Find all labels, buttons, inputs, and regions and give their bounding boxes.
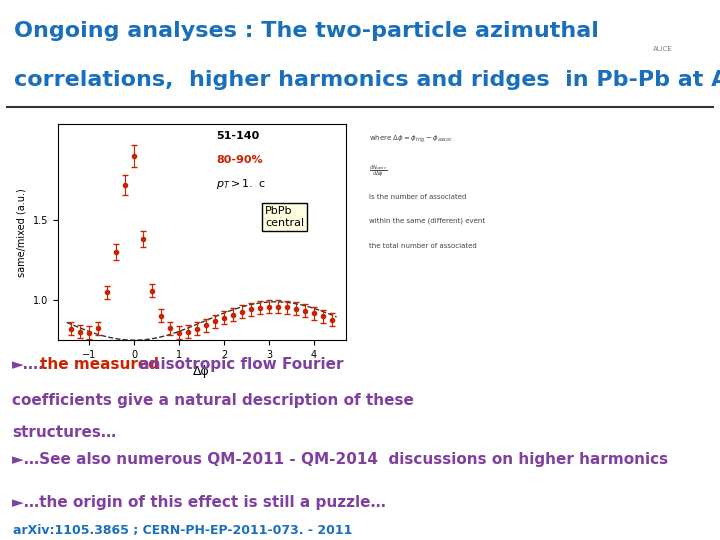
Text: ►…the origin of this effect is still a puzzle…: ►…the origin of this effect is still a p… xyxy=(12,495,386,510)
Text: arXiv:1105.3865 ; CERN-PH-EP-2011-073. - 2011: arXiv:1105.3865 ; CERN-PH-EP-2011-073. -… xyxy=(13,524,352,537)
Text: coefficients give a natural description of these: coefficients give a natural description … xyxy=(12,393,414,408)
Text: ALICE: ALICE xyxy=(652,45,672,52)
Text: correlations,  higher harmonics and ridges  in Pb-Pb at ALICE: correlations, higher harmonics and ridge… xyxy=(14,70,720,90)
Text: ►…See also numerous QM-2011 - QM-2014  discussions on higher harmonics: ►…See also numerous QM-2011 - QM-2014 di… xyxy=(12,452,668,467)
Y-axis label: same/mixed (a.u.): same/mixed (a.u.) xyxy=(17,188,27,276)
Text: $\frac{dN_{same}}{d\Delta\phi}$: $\frac{dN_{same}}{d\Delta\phi}$ xyxy=(369,164,387,180)
Text: anisotropic flow Fourier: anisotropic flow Fourier xyxy=(133,357,343,372)
Text: where $\Delta\phi = \phi_{trig} - \phi_{assoc}$: where $\Delta\phi = \phi_{trig} - \phi_{… xyxy=(369,134,453,145)
Text: the measured: the measured xyxy=(40,357,160,372)
Text: PbPb
central: PbPb central xyxy=(265,206,304,228)
Text: structures…: structures… xyxy=(12,424,117,440)
Text: within the same (different) event: within the same (different) event xyxy=(369,217,485,224)
X-axis label: Δϕ: Δϕ xyxy=(193,366,210,379)
Text: 51-140: 51-140 xyxy=(216,131,259,141)
Text: ►….: ►…. xyxy=(12,357,45,372)
Text: Ongoing analyses : The two-particle azimuthal: Ongoing analyses : The two-particle azim… xyxy=(14,22,599,42)
Text: $p_T > 1.$ c: $p_T > 1.$ c xyxy=(216,177,266,191)
Text: is the number of associated: is the number of associated xyxy=(369,194,467,200)
Text: the total number of associated: the total number of associated xyxy=(369,243,477,249)
Text: 80-90%: 80-90% xyxy=(216,155,263,165)
Text: 40: 40 xyxy=(662,517,685,536)
